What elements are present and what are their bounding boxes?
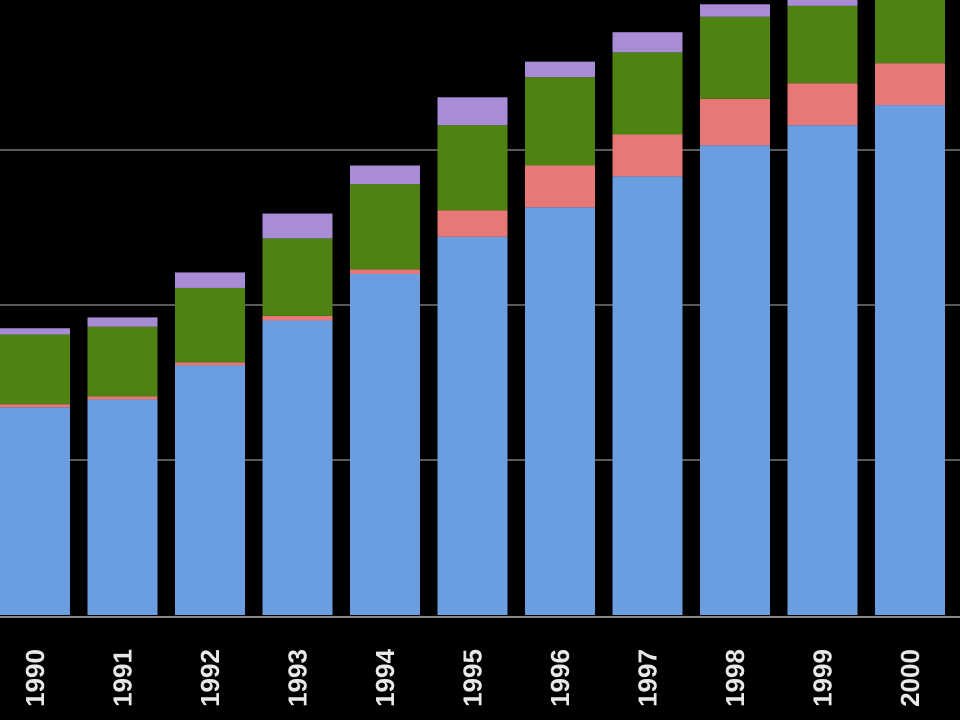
bar-stack-1990 xyxy=(0,328,70,615)
bar-segment-1993-s2 xyxy=(262,315,333,321)
bar-stack-2000 xyxy=(875,0,945,616)
bar-segment-1992-s3 xyxy=(175,287,245,363)
bar-segment-1997-s4 xyxy=(612,32,683,53)
x-tick-label-1997: 1997 xyxy=(633,649,663,707)
bar-segment-1993-s3 xyxy=(262,238,333,316)
bar-segment-1990-s1 xyxy=(0,407,70,615)
bar-segment-1991-s1 xyxy=(87,399,158,615)
bar-stack-1992 xyxy=(175,272,245,615)
bar-segment-1999-s1 xyxy=(787,125,858,615)
bar-segment-1995-s3 xyxy=(437,125,508,211)
bar-segment-1992-s4 xyxy=(175,272,245,288)
bar-segment-1992-s1 xyxy=(175,365,245,615)
x-tick-label-1995: 1995 xyxy=(458,649,488,707)
x-tick-label-1993: 1993 xyxy=(283,649,313,707)
bar-segment-1992-s2 xyxy=(175,362,245,366)
bar-segment-2000-s3 xyxy=(875,0,945,64)
bar-stack-1991 xyxy=(87,317,158,615)
bar-segment-1996-s3 xyxy=(525,77,595,166)
bar-segment-1994-s3 xyxy=(350,184,420,270)
bar-segment-2000-s1 xyxy=(875,105,945,616)
x-tick-label-1994: 1994 xyxy=(370,649,400,707)
bar-segment-1990-s4 xyxy=(0,328,70,335)
bar-stack-1996 xyxy=(525,61,595,615)
bar-segment-1990-s3 xyxy=(0,334,70,405)
bar-segment-1997-s2 xyxy=(612,134,683,177)
bar-segment-1996-s2 xyxy=(525,165,595,208)
bar-segment-1995-s1 xyxy=(437,236,508,616)
bar-segment-1990-s2 xyxy=(0,404,70,408)
bar-stack-1994 xyxy=(350,165,420,615)
bar-segment-1999-s3 xyxy=(787,5,858,84)
bar-segment-2000-s2 xyxy=(875,63,945,106)
bar-segment-1994-s4 xyxy=(350,165,420,185)
bar-segment-1995-s2 xyxy=(437,210,508,237)
bar-segment-1996-s4 xyxy=(525,61,595,78)
bar-segment-1998-s2 xyxy=(700,98,770,146)
bar-segment-1999-s4 xyxy=(787,0,858,6)
x-tick-label-2000: 2000 xyxy=(895,649,925,707)
bar-segment-1998-s4 xyxy=(700,4,770,17)
bar-segment-1997-s1 xyxy=(612,176,683,615)
bar-stack-1997 xyxy=(612,32,683,615)
x-tick-label-1992: 1992 xyxy=(195,649,225,707)
bar-segment-1997-s3 xyxy=(612,52,683,135)
bar-segment-1994-s2 xyxy=(350,269,420,274)
x-tick-label-1996: 1996 xyxy=(545,649,575,707)
x-tick-labels: 1990 1991 1992 1993 1994 1995 1996 1997 1998 1999… xyxy=(20,649,925,707)
bar-stack-1998 xyxy=(700,4,770,615)
bar-segment-1998-s3 xyxy=(700,16,770,99)
bar-segment-1996-s1 xyxy=(525,207,595,615)
bar-segment-1993-s4 xyxy=(262,213,333,239)
bar-segment-1995-s4 xyxy=(437,97,508,126)
bar-stack-1993 xyxy=(262,213,333,615)
bar-segment-1998-s1 xyxy=(700,145,770,615)
x-tick-label-1990: 1990 xyxy=(20,649,50,707)
bar-segment-1991-s4 xyxy=(87,317,158,327)
bar-segment-1994-s1 xyxy=(350,274,420,615)
bar-segment-1991-s2 xyxy=(87,396,158,400)
bar-segment-1993-s1 xyxy=(262,320,333,615)
x-tick-label-1999: 1999 xyxy=(808,649,838,707)
x-tick-label-1998: 1998 xyxy=(720,649,750,707)
bar-segment-1991-s3 xyxy=(87,326,158,397)
x-tick-label-1991: 1991 xyxy=(108,649,138,707)
bars xyxy=(0,0,945,616)
bar-stack-1995 xyxy=(437,97,508,616)
bar-segment-1999-s2 xyxy=(787,83,858,126)
bar-stack-1999 xyxy=(787,0,858,615)
